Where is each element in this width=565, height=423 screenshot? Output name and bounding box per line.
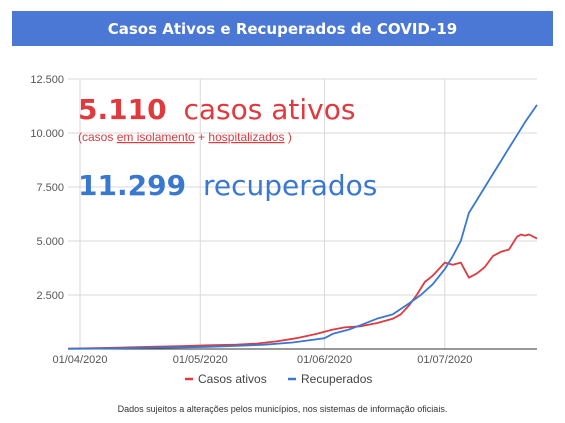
legend-label-recuperados: Recuperados: [301, 372, 372, 386]
active-note-plus: +: [198, 130, 208, 144]
active-note-isolation: em isolamento: [117, 130, 195, 144]
y-tick-label: 7.500: [36, 182, 64, 194]
y-axis-ticks: 2.500 5.000 7.500 10.000 12.500: [30, 74, 64, 302]
gridlines: [68, 78, 537, 350]
footnote: Dados sujeitos a alterações pelos municí…: [117, 404, 448, 414]
series-line-casos-ativos: [67, 233, 538, 350]
x-tick-label: 01/06/2020: [297, 354, 352, 366]
y-tick-label: 5.000: [36, 236, 64, 248]
active-note-suffix: ): [288, 130, 292, 144]
active-note-prefix: (casos: [78, 130, 117, 144]
recovered-headline: 11.299 recuperados: [78, 169, 377, 202]
y-tick-label: 10.000: [30, 128, 64, 140]
active-cases-headline: 5.110 casos ativos: [78, 93, 355, 126]
recovered-value: 11.299: [78, 169, 186, 202]
active-cases-label: casos ativos: [183, 93, 355, 126]
y-tick-label: 12.500: [30, 74, 64, 86]
x-tick-label: 01/04/2020: [52, 354, 107, 366]
active-cases-value: 5.110: [78, 93, 167, 126]
active-note-hospital: hospitalizados: [208, 130, 284, 144]
series-lines: [67, 104, 538, 350]
recovered-label: recuperados: [203, 169, 377, 202]
legend: Casos ativos Recuperados: [185, 372, 372, 386]
legend-label-casos-ativos: Casos ativos: [198, 372, 267, 386]
x-tick-label: 01/07/2020: [417, 354, 472, 366]
y-tick-label: 2.500: [36, 290, 64, 302]
x-tick-label: 01/05/2020: [173, 354, 228, 366]
chart-title: Casos Ativos e Recuperados de COVID-19: [12, 11, 553, 46]
series-line-recuperados: [67, 104, 538, 350]
active-cases-note: (casos em isolamento + hospitalizados ): [78, 130, 292, 144]
x-axis-ticks: 01/04/2020 01/05/2020 01/06/2020 01/07/2020: [52, 354, 472, 366]
